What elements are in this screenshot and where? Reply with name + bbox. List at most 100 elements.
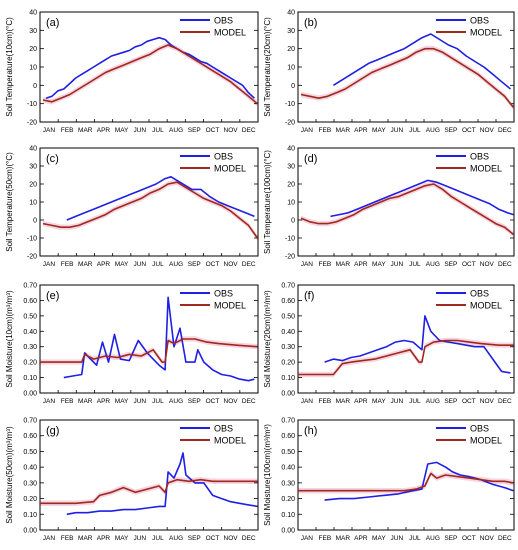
y-tick-label: 20 <box>287 46 295 53</box>
y-axis-label: Soil Temperature(20cm)(°C) <box>263 17 272 117</box>
y-tick-label: 0.30 <box>281 480 295 487</box>
y-tick-label: 0.40 <box>281 329 295 336</box>
y-tick-label: 0.70 <box>281 418 295 425</box>
x-tick-label: AUG <box>426 535 440 542</box>
panel-b: -20 -10 0 10 20 30 40 JAN FEB MAR APR MAY JUN JUL AUG S… <box>263 10 515 134</box>
panel-label: (e) <box>46 290 59 302</box>
y-tick-label: 0.30 <box>23 344 37 351</box>
x-tick-label: SEP <box>444 398 457 405</box>
y-tick-label: 0.20 <box>281 360 295 367</box>
x-tick-label: JAN <box>43 127 56 134</box>
y-tick-label: -10 <box>285 236 295 243</box>
x-tick-label: MAR <box>78 127 93 134</box>
legend-obs-label: OBS <box>214 152 233 162</box>
x-tick-label: OCT <box>206 127 220 134</box>
model-series-line <box>298 339 514 376</box>
x-tick-label: DEC <box>498 261 512 268</box>
x-tick-label: MAY <box>372 127 386 134</box>
model-uncertainty-band <box>40 336 258 365</box>
x-tick-label: JAN <box>301 127 314 134</box>
y-tick-label: 0.00 <box>281 528 295 535</box>
y-tick-label: 0.50 <box>281 313 295 320</box>
legend-model-label: MODEL <box>214 436 246 446</box>
x-tick-label: NOV <box>224 127 239 134</box>
y-tick-label: 0.60 <box>281 433 295 440</box>
y-tick-label: 0.40 <box>23 329 37 336</box>
model-uncertainty-band <box>301 45 514 111</box>
x-tick-label: APR <box>354 261 368 268</box>
x-tick-label: JAN <box>301 261 314 268</box>
obs-series-line <box>324 461 514 501</box>
x-tick-label: JUL <box>409 398 421 405</box>
x-tick-label: JUN <box>391 261 404 268</box>
x-tick-label: DEC <box>498 398 512 405</box>
y-axis-label: Soil Moisture(50cm)(m³/m³) <box>5 426 14 524</box>
model-series-line <box>40 478 258 505</box>
x-tick-label: MAR <box>336 535 351 542</box>
x-tick-label: FEB <box>319 127 332 134</box>
y-axis-label: Soil Moisture(20cm)(m³/m³) <box>263 290 272 388</box>
panel-label: (c) <box>46 153 59 165</box>
x-tick-label: JAN <box>43 398 56 405</box>
x-tick-label: NOV <box>480 398 495 405</box>
x-tick-label: APR <box>97 261 111 268</box>
legend-obs-label: OBS <box>470 424 489 434</box>
x-tick-label: NOV <box>224 261 239 268</box>
legend-obs-label: OBS <box>214 424 233 434</box>
x-tick-label: FEB <box>61 535 74 542</box>
obs-series-line <box>63 296 255 382</box>
y-tick-label: 0.20 <box>23 496 37 503</box>
panel-e: 0.00 0.10 0.20 0.30 0.40 0.50 0.60 0.70 JAN FEB MA… <box>5 283 259 405</box>
x-tick-label: JAN <box>43 535 56 542</box>
y-tick-label: 0 <box>33 218 37 225</box>
x-tick-label: MAR <box>78 398 93 405</box>
y-tick-label: 0.50 <box>23 313 37 320</box>
x-tick-label: OCT <box>206 398 220 405</box>
x-tick-label: SEP <box>188 127 201 134</box>
y-tick-label: 40 <box>29 146 37 153</box>
x-tick-label: JUN <box>133 127 146 134</box>
obs-series-line <box>66 176 255 221</box>
legend-obs-label: OBS <box>214 16 233 26</box>
obs-series-line <box>324 315 511 374</box>
x-tick-label: APR <box>97 127 111 134</box>
y-tick-label: 30 <box>29 28 37 35</box>
legend-obs-label: OBS <box>470 152 489 162</box>
y-tick-label: 10 <box>287 200 295 207</box>
y-tick-label: 0.30 <box>281 344 295 351</box>
y-axis-label: Soil Temperature(10cm)(°C) <box>5 17 14 117</box>
model-uncertainty-band <box>43 179 258 241</box>
y-tick-label: 20 <box>29 182 37 189</box>
y-tick-label: 0.40 <box>23 465 37 472</box>
y-tick-label: -10 <box>285 101 295 108</box>
x-tick-label: DEC <box>242 535 256 542</box>
y-tick-label: 0.10 <box>23 512 37 519</box>
x-tick-label: OCT <box>206 535 220 542</box>
y-tick-label: 0.30 <box>23 480 37 487</box>
y-tick-label: 0.60 <box>281 298 295 305</box>
y-tick-label: -20 <box>27 254 37 261</box>
x-tick-label: MAY <box>115 261 129 268</box>
legend-model-label: MODEL <box>214 164 246 174</box>
legend-model-label: MODEL <box>214 28 246 38</box>
x-tick-label: DEC <box>498 535 512 542</box>
x-tick-label: DEC <box>242 398 256 405</box>
x-tick-label: SEP <box>188 261 201 268</box>
y-tick-label: 0.70 <box>23 418 37 425</box>
legend-obs-label: OBS <box>470 289 489 299</box>
x-tick-label: SEP <box>188 535 201 542</box>
x-tick-label: AUG <box>426 127 440 134</box>
y-tick-label: 0.10 <box>281 512 295 519</box>
y-tick-label: 0.40 <box>281 465 295 472</box>
y-tick-label: 30 <box>287 164 295 171</box>
y-tick-label: 0.50 <box>281 449 295 456</box>
y-tick-label: 20 <box>29 46 37 53</box>
panel-label: (g) <box>46 425 59 437</box>
x-tick-label: FEB <box>61 261 74 268</box>
x-tick-label: FEB <box>319 535 332 542</box>
x-tick-label: MAY <box>115 535 129 542</box>
x-tick-label: DEC <box>242 127 256 134</box>
x-tick-label: APR <box>354 127 368 134</box>
x-tick-label: JUL <box>152 261 164 268</box>
y-axis-label: Soil Temperature(50cm)(°C) <box>5 152 14 252</box>
